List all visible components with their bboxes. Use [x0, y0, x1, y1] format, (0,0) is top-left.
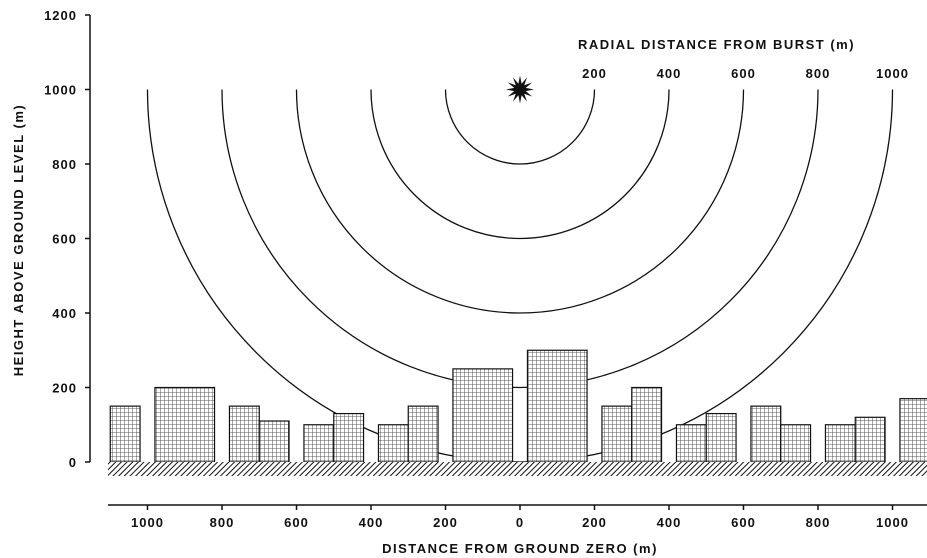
radius-arc-800: [221, 89, 819, 389]
x-axis-title: DISTANCE FROM GROUND ZERO (m): [382, 541, 658, 556]
building: [333, 412, 365, 463]
radial-distance-labels: 200 400 600 800 1000: [582, 66, 909, 81]
building: [824, 424, 856, 463]
buildings: [109, 349, 927, 463]
radius-arc-400: [370, 89, 670, 240]
radial-label: 600: [731, 66, 756, 81]
x-tick-label: 800: [210, 515, 235, 530]
x-tick-label: 600: [284, 515, 309, 530]
y-tick-label: 600: [52, 232, 77, 247]
radius-arc-600: [295, 89, 745, 314]
burst-star: [506, 75, 534, 104]
radius-arc-1000: [146, 89, 894, 463]
x-tick-label: 1000: [131, 515, 164, 530]
building: [109, 405, 141, 463]
building: [780, 424, 812, 463]
x-tick-label: 0: [516, 515, 524, 530]
ground-strip: [108, 462, 927, 476]
building: [854, 416, 886, 463]
radial-label: 400: [657, 66, 682, 81]
building: [675, 424, 707, 463]
building: [258, 420, 290, 463]
radial-legend-title: RADIAL DISTANCE FROM BURST (m): [578, 37, 855, 52]
x-tick-label: 800: [806, 515, 831, 530]
building: [377, 424, 409, 463]
radial-label: 1000: [876, 66, 909, 81]
building: [228, 405, 260, 463]
building: [750, 405, 782, 463]
building: [526, 349, 588, 463]
x-tick-label: 200: [582, 515, 607, 530]
x-tick-label: 1000: [876, 515, 909, 530]
x-tick-label: 400: [359, 515, 384, 530]
radius-arc-200: [444, 89, 596, 165]
building: [899, 398, 927, 463]
radial-label: 200: [582, 66, 607, 81]
x-tick-label: 200: [433, 515, 458, 530]
x-tick-label: 600: [731, 515, 756, 530]
radius-arcs: [146, 89, 894, 463]
x-tick-label: 400: [657, 515, 682, 530]
building: [631, 386, 663, 463]
y-axis-ticks: 1200 1000 800 600 400 200 0: [44, 8, 90, 470]
building: [452, 368, 514, 463]
building: [407, 405, 439, 463]
y-tick-label: 0: [69, 455, 77, 470]
x-axis-ticks: 1000 800 600 400 200 0 200 400 600 800 1000: [131, 505, 909, 530]
radial-label: 800: [806, 66, 831, 81]
building: [601, 405, 633, 463]
burst-icon: [506, 75, 534, 104]
building: [303, 424, 335, 463]
y-tick-label: 1200: [44, 8, 77, 23]
y-tick-label: 1000: [44, 83, 77, 98]
y-axis-title: HEIGHT ABOVE GROUND LEVEL (m): [11, 104, 26, 376]
y-tick-label: 200: [52, 381, 77, 396]
building: [705, 412, 737, 463]
y-tick-label: 800: [52, 157, 77, 172]
y-tick-label: 400: [52, 306, 77, 321]
building: [154, 386, 216, 463]
